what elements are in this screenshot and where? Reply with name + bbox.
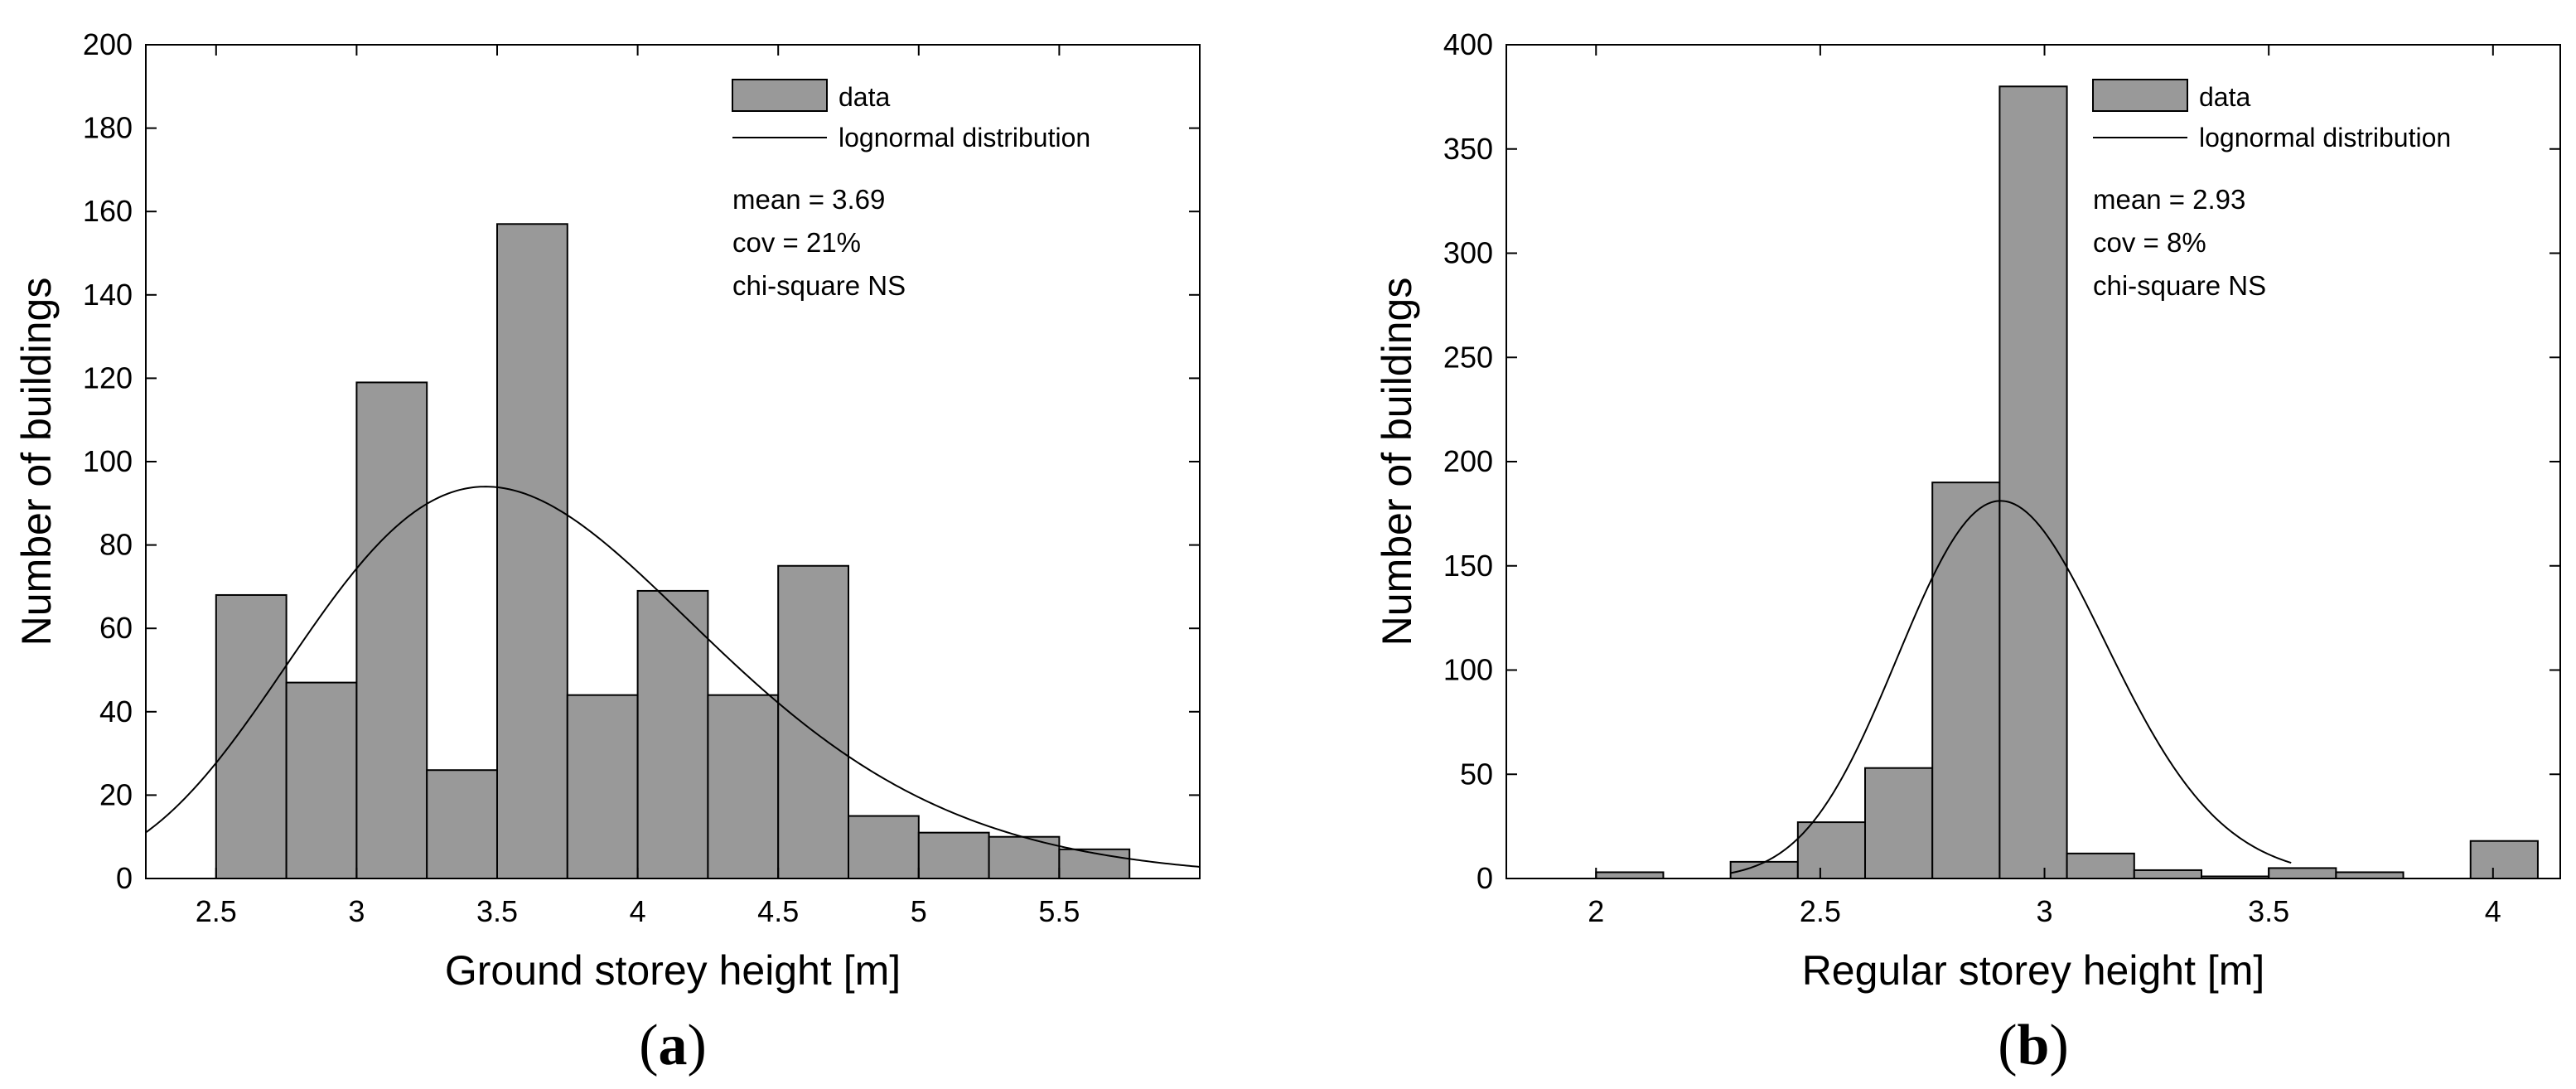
y-tick-label: 50 — [1460, 757, 1493, 791]
y-tick-label: 20 — [99, 777, 133, 811]
y-axis-label: Number of buildings — [13, 278, 60, 646]
histogram-bar — [496, 223, 568, 880]
histogram-bar — [917, 831, 990, 879]
histogram-bar — [777, 564, 850, 879]
histogram-bar — [1796, 821, 1867, 879]
chart-panel-a: 2.5 3 3.5 4 4.5 5 5.5 0 20 40 60 80 100 120 140 160 180 2… — [13, 27, 1201, 1077]
legend-label-data: data — [839, 82, 890, 112]
histogram-bar — [2066, 852, 2135, 879]
y-tick-label: 200 — [83, 27, 133, 61]
y-tick-label: 60 — [99, 611, 133, 645]
legend-swatch-data — [732, 79, 828, 112]
y-tick-label: 100 — [83, 444, 133, 478]
legend-label-fit: lognormal distribution — [839, 123, 1090, 152]
stat-annotation: mean = 3.69 — [732, 184, 885, 215]
y-tick-label: 80 — [99, 528, 133, 562]
histogram-bar — [1595, 871, 1665, 879]
histogram-bar — [1058, 848, 1131, 880]
histogram-bar — [2268, 867, 2337, 880]
y-tick-label: 250 — [1443, 340, 1493, 374]
x-tick-label: 3 — [2037, 894, 2053, 928]
x-tick-label: 2 — [1588, 894, 1604, 928]
y-tick-label: 400 — [1443, 27, 1493, 61]
stat-annotation: cov = 8% — [2093, 227, 2206, 258]
lognormal-fit-curve — [1730, 500, 2292, 874]
stat-annotation: chi-square NS — [2093, 270, 2266, 301]
x-tick-label: 2.5 — [196, 894, 237, 928]
histogram-bar — [636, 589, 709, 879]
histogram-bar — [848, 815, 920, 879]
y-tick-label: 40 — [99, 695, 133, 728]
y-tick-label: 120 — [83, 361, 133, 394]
y-tick-label: 180 — [83, 111, 133, 145]
y-tick-label: 0 — [1476, 861, 1493, 895]
legend-label-fit: lognormal distribution — [2199, 123, 2451, 152]
x-tick-label: 2.5 — [1800, 894, 1841, 928]
y-tick-label: 300 — [1443, 236, 1493, 270]
x-tick-label: 3 — [348, 894, 365, 928]
panel-label: (a) — [639, 1014, 707, 1077]
x-tick-label: 4 — [2485, 894, 2501, 928]
legend-swatch-data — [2092, 79, 2188, 112]
y-tick-label: 150 — [1443, 549, 1493, 583]
histogram-bar — [2133, 869, 2202, 879]
y-tick-label: 100 — [1443, 653, 1493, 687]
histogram-bar — [215, 593, 288, 880]
histogram-bar — [566, 694, 639, 879]
y-tick-label: 200 — [1443, 444, 1493, 478]
x-tick-label: 5 — [911, 894, 927, 928]
x-tick-label: 4.5 — [757, 894, 799, 928]
histogram-bar — [2335, 871, 2404, 879]
histogram-bar — [707, 694, 780, 879]
panel-label: (b) — [1998, 1014, 2069, 1077]
y-axis-label: Number of buildings — [1374, 278, 1420, 646]
stat-annotation: mean = 2.93 — [2093, 184, 2245, 215]
x-tick-label: 3.5 — [476, 894, 518, 928]
histogram-bar — [1864, 767, 1934, 880]
legend-label-data: data — [2199, 82, 2250, 112]
lognormal-fit-curve — [145, 486, 1201, 868]
y-tick-label: 160 — [83, 194, 133, 228]
stat-annotation: chi-square NS — [732, 270, 906, 301]
stat-annotation: cov = 21% — [732, 227, 861, 258]
histogram-bar — [1931, 482, 2001, 880]
y-tick-label: 350 — [1443, 132, 1493, 166]
x-tick-label: 5.5 — [1038, 894, 1080, 928]
x-tick-label: 3.5 — [2248, 894, 2289, 928]
histogram-bar — [1998, 85, 2068, 880]
histogram-bar — [426, 769, 499, 879]
x-tick-label: 4 — [630, 894, 646, 928]
histogram-bar — [355, 381, 428, 879]
histogram-bar — [2469, 840, 2539, 879]
chart-panel-b: 2 2.5 3 3.5 4 0 50 100 150 200 250 300 350 400 Regular… — [1374, 27, 2561, 1077]
x-axis-label: Regular storey height [m] — [1802, 947, 2265, 994]
histogram-bar — [285, 681, 358, 880]
x-axis-label: Ground storey height [m] — [445, 947, 901, 994]
y-tick-label: 140 — [83, 278, 133, 312]
y-tick-label: 0 — [116, 861, 133, 895]
